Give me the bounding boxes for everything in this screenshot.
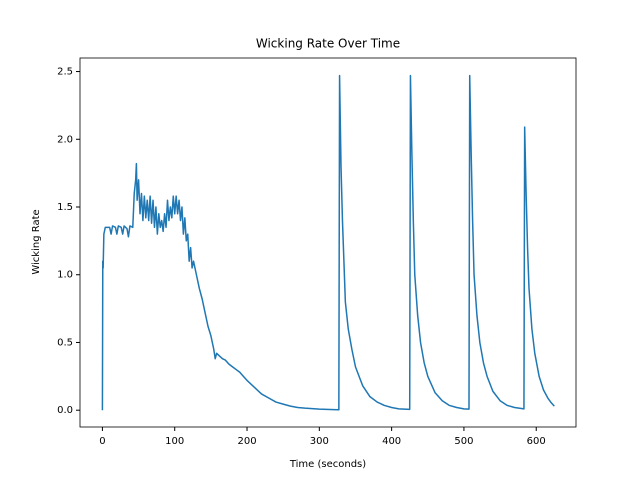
x-tick-label: 0: [99, 436, 105, 447]
y-tick-label: 0.5: [57, 337, 73, 348]
y-tick-label: 2.5: [57, 67, 73, 78]
y-tick-label: 1.5: [57, 202, 73, 213]
x-tick-label: 300: [310, 436, 329, 447]
chart-title: Wicking Rate Over Time: [256, 37, 400, 51]
x-axis-label: Time (seconds): [289, 459, 366, 470]
plot-frame: [79, 57, 577, 428]
data-line: [101, 74, 555, 411]
y-tick-label: 2.0: [57, 134, 73, 145]
x-tick-label: 100: [165, 436, 184, 447]
x-tick-label: 400: [382, 436, 401, 447]
y-tick-label: 0.0: [57, 405, 73, 416]
x-tick-label: 500: [454, 436, 473, 447]
x-tick-label: 600: [527, 436, 546, 447]
y-axis-label: Wicking Rate: [31, 209, 42, 274]
y-tick-label: 1.0: [57, 270, 73, 281]
x-tick-label: 200: [237, 436, 256, 447]
